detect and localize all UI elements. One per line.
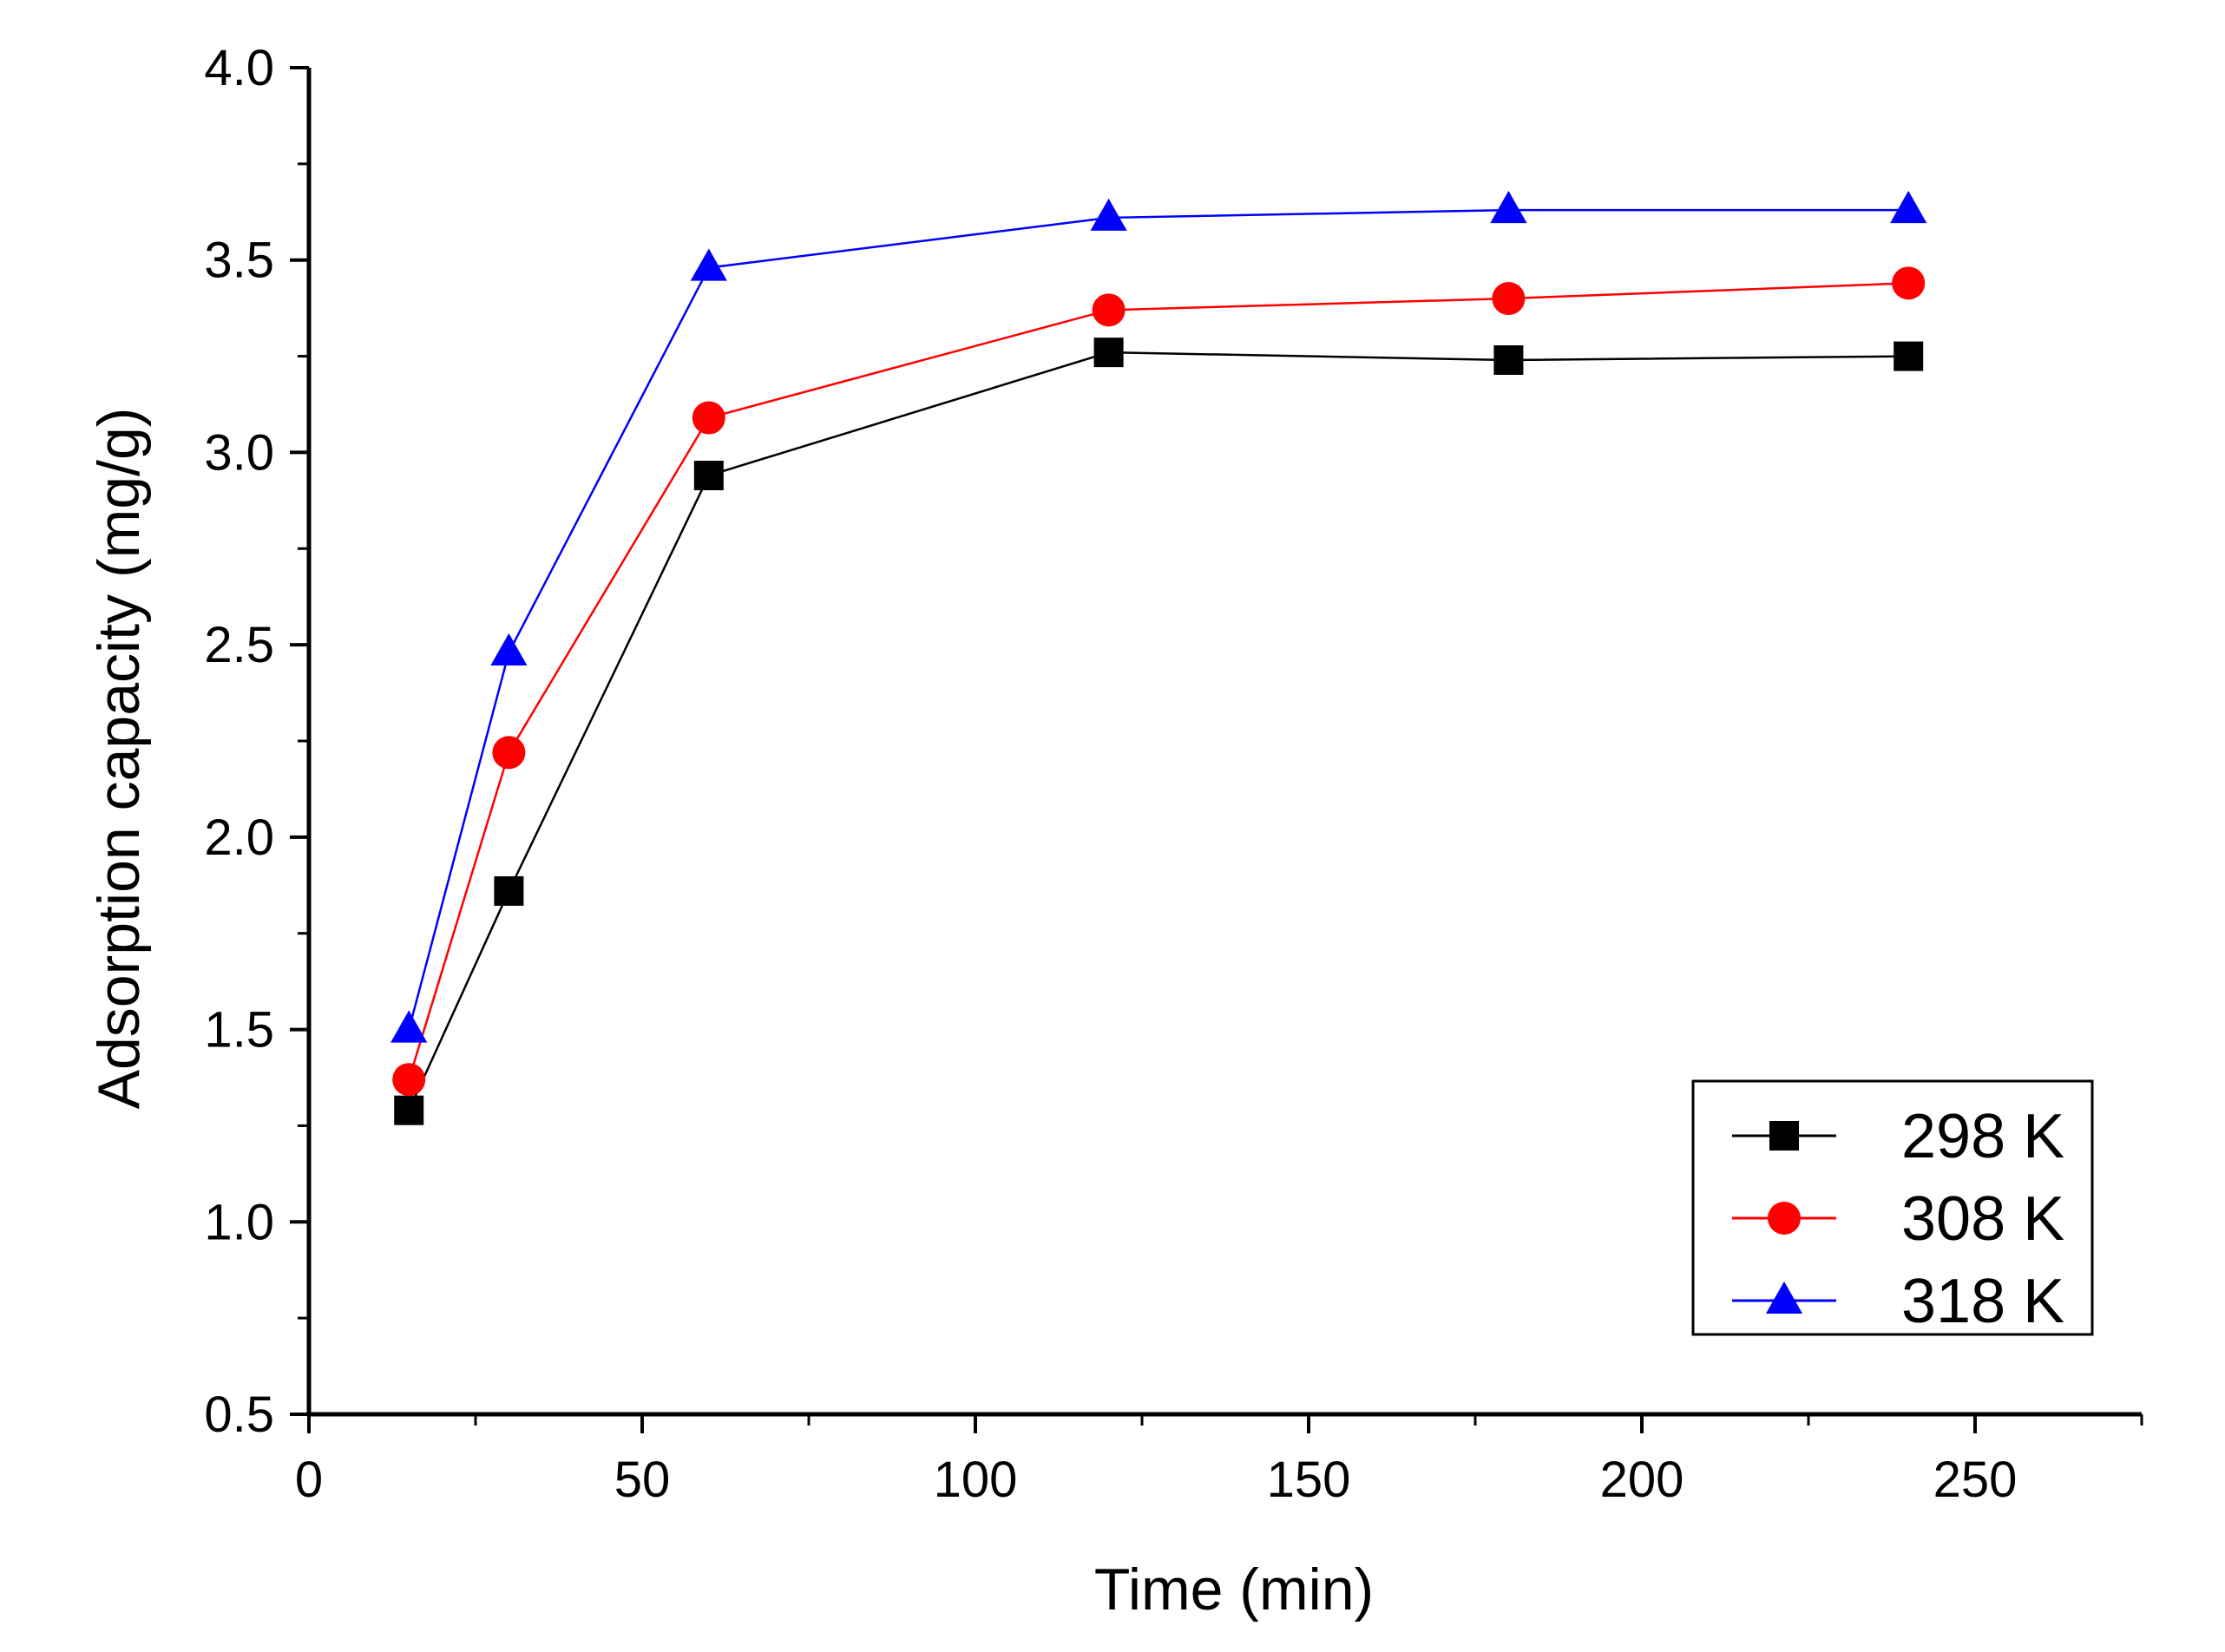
legend-label: 318 K	[1901, 1267, 2064, 1336]
y-tick-label: 4.0	[204, 40, 274, 96]
data-point	[1490, 190, 1527, 224]
series-line	[407, 208, 1909, 1030]
series-308-k	[392, 266, 1926, 1097]
data-point	[692, 401, 725, 435]
series-298-k	[394, 338, 1924, 1125]
y-tick-label: 3.5	[204, 233, 274, 289]
x-tick-label: 0	[295, 1452, 323, 1508]
data-point	[1092, 293, 1126, 327]
series-318-k	[391, 190, 1927, 1043]
y-tick-label: 1.0	[204, 1194, 274, 1250]
series-line	[408, 351, 1909, 1111]
axes: 0 50 100 150 200 250 0.5 1.0 1.5 2.0 2.5 3.0 3.5 4.0	[204, 40, 2143, 1508]
y-tick-label: 3.0	[204, 424, 274, 481]
x-tick-label: 200	[1600, 1452, 1684, 1508]
series-line	[408, 282, 1909, 1080]
data-point	[1894, 341, 1924, 371]
series-layer	[391, 190, 1927, 1125]
data-point	[690, 248, 727, 281]
data-point	[1892, 266, 1926, 300]
data-point	[391, 1010, 428, 1043]
data-point	[392, 1063, 426, 1097]
legend: 298 K 308 K 318 K	[1691, 1079, 2094, 1336]
x-tick-label: 150	[1267, 1452, 1351, 1508]
y-tick-label: 0.5	[204, 1386, 274, 1443]
data-point	[1492, 282, 1526, 316]
y-axis-title: Adsorption capacity (mg/g)	[86, 408, 152, 1110]
legend-label: 298 K	[1901, 1102, 2064, 1171]
x-tick-label: 100	[934, 1452, 1018, 1508]
data-point	[1090, 198, 1127, 231]
data-point	[693, 461, 724, 491]
legend-marker	[1765, 1281, 1803, 1314]
x-tick-label: 250	[1933, 1452, 2018, 1508]
data-point	[490, 633, 528, 666]
data-point	[1890, 190, 1927, 224]
data-point	[494, 875, 524, 906]
data-point	[1493, 345, 1524, 376]
y-tick-label: 2.5	[204, 617, 274, 673]
legend-box	[1691, 1079, 2094, 1336]
y-tick-label: 2.0	[204, 810, 274, 866]
legend-label: 308 K	[1901, 1184, 2064, 1254]
y-tick-label: 1.5	[204, 1002, 274, 1059]
x-axis-title: Time (min)	[1094, 1557, 1374, 1622]
x-tick-label: 50	[614, 1452, 671, 1508]
legend-marker	[1768, 1202, 1801, 1235]
data-point	[394, 1095, 424, 1125]
data-point	[492, 736, 526, 770]
data-point	[1093, 338, 1124, 368]
legend-marker	[1769, 1121, 1799, 1150]
